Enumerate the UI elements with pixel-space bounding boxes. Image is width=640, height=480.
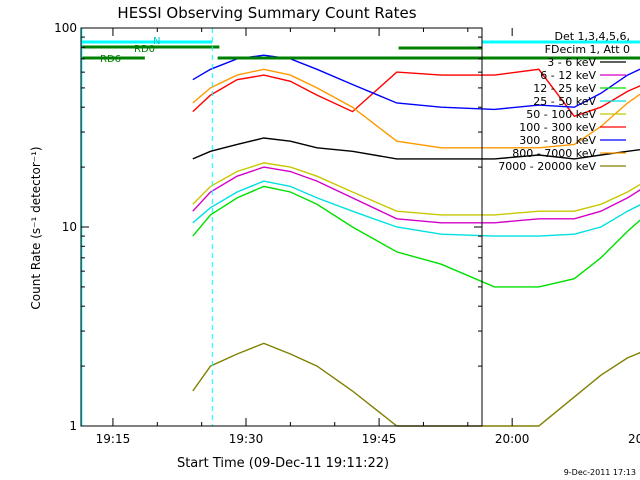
legend-header-line-2: FDecim 1, Att 0: [545, 43, 630, 56]
series-line-3-6-kev: [192, 137, 640, 160]
rd6-label: RD6: [100, 54, 121, 65]
y-tick-label: 100: [54, 21, 77, 35]
tick-layer: 19:1519:3019:4520:0020:1520:3020:4511010…: [54, 21, 640, 446]
series-line-800-7000-kev: [192, 68, 640, 149]
series-line-100-300-kev: [192, 68, 640, 118]
x-tick-label: 19:15: [96, 432, 131, 446]
series-line-6-12-kev: [192, 166, 640, 224]
legend-label: 7000 - 20000 keV: [498, 160, 596, 173]
legend-label: 25 - 50 keV: [533, 95, 596, 108]
series-line-25-50-kev: [192, 180, 640, 237]
n-label: N: [153, 36, 160, 47]
plot-frame: [80, 27, 483, 427]
legend-header-line-1: Det 1,3,4,5,6,: [554, 30, 630, 43]
legend-label: 800 - 7000 keV: [512, 147, 596, 160]
y-axis-label: Count Rate (s⁻¹ detector⁻¹): [29, 146, 43, 309]
legend-label: 12 - 25 keV: [533, 82, 596, 95]
legend-label: 6 - 12 keV: [540, 69, 596, 82]
chart-title: HESSI Observing Summary Count Rates: [117, 4, 416, 22]
timestamp: 9-Dec-2011 17:13: [564, 468, 636, 477]
legend-label: 3 - 6 keV: [547, 56, 596, 69]
x-tick-label: 20:15: [628, 432, 640, 446]
legend-label: 50 - 100 keV: [526, 108, 596, 121]
x-tick-label: 19:45: [362, 432, 397, 446]
series-line-50-100-kev: [192, 162, 640, 216]
rd0-label: RD0: [134, 44, 155, 55]
legend-label: 100 - 300 keV: [519, 121, 596, 134]
series-line-7000-20000-kev: [192, 342, 640, 427]
series-line-12-25-kev: [192, 185, 640, 288]
y-tick-label: 1: [69, 419, 77, 433]
x-tick-label: 19:30: [229, 432, 264, 446]
x-tick-label: 20:00: [495, 432, 530, 446]
legend-label: 300 - 800 keV: [519, 134, 596, 147]
y-tick-label: 10: [62, 220, 77, 234]
x-axis-label: Start Time (09-Dec-11 19:11:22): [177, 456, 389, 471]
